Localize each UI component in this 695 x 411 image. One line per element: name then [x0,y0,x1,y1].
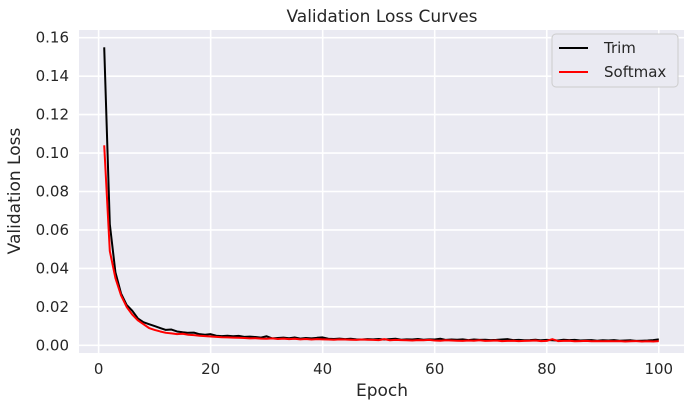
x-tick-label: 0 [94,360,104,378]
x-tick-label: 80 [537,360,556,378]
y-tick-labels: 0.00 0.02 0.04 0.06 0.08 0.10 0.12 0.14 0.16 [36,29,69,355]
x-tick-label: 40 [313,360,332,378]
legend-label-trim: Trim [603,39,636,57]
x-axis-label: Epoch [356,381,408,401]
y-tick-label: 0.12 [36,106,69,124]
legend-label-softmax: Softmax [604,63,666,81]
legend: Trim Softmax [551,33,679,88]
x-tick-label: 100 [644,360,673,378]
y-tick-label: 0.14 [36,67,69,85]
y-axis-label: Validation Loss [5,128,25,255]
y-tick-label: 0.06 [36,221,69,239]
grid-lines [79,30,684,353]
y-tick-label: 0.02 [36,298,69,316]
series-lines [103,47,659,343]
series-line-softmax [103,145,659,343]
y-tick-label: 0.16 [36,29,69,47]
x-tick-labels: 0 20 40 60 80 100 [94,360,673,378]
x-tick-label: 60 [425,360,444,378]
x-tick-label: 20 [201,360,220,378]
y-tick-label: 0.10 [36,144,69,162]
y-tick-label: 0.00 [36,336,69,354]
y-tick-label: 0.08 [36,183,69,201]
y-tick-label: 0.04 [36,259,69,277]
chart-title: Validation Loss Curves [286,7,477,27]
